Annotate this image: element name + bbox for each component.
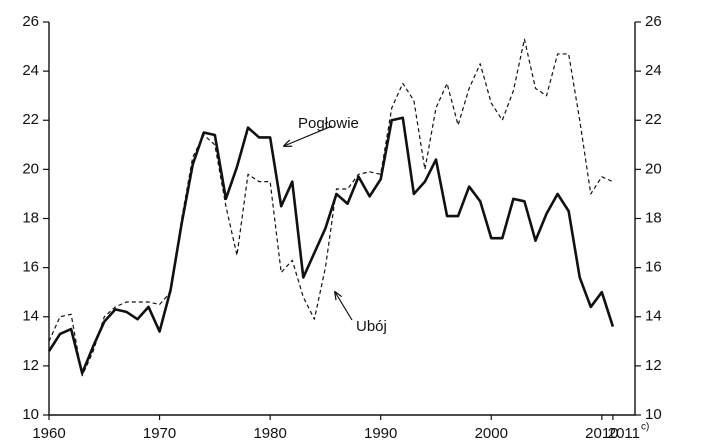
axis-frame — [48, 22, 636, 416]
x-tick-label: 1970 — [143, 425, 176, 442]
y-tick-label: 20 — [22, 160, 39, 177]
y2-tick-label: 24 — [645, 62, 662, 79]
y2-tick-label: 12 — [645, 357, 662, 374]
x-tick-label: 2010 — [585, 425, 618, 442]
y2-tick-label: 18 — [645, 209, 662, 226]
x-tick-label: 2000 — [475, 425, 508, 442]
series-line — [48, 38, 614, 377]
y-tick-label: 18 — [22, 209, 39, 226]
y-tick-label: 24 — [22, 62, 39, 79]
x-tick-label: 1960 — [32, 425, 65, 442]
x-tick-label: 1980 — [253, 425, 286, 442]
y2-tick-label: 10 — [645, 406, 662, 423]
y-tick-label: 14 — [22, 308, 39, 325]
y-tick-label: 26 — [22, 13, 39, 30]
annotation-arrow — [284, 125, 333, 146]
y2-tick-label: 26 — [645, 13, 662, 30]
annotation-label: Pogłowie — [298, 115, 359, 132]
series-line — [47, 116, 615, 375]
y-tick-label: 16 — [22, 259, 39, 276]
annotation-arrow — [335, 292, 353, 321]
y-tick-label: 12 — [22, 357, 39, 374]
x-tick-label: 2011 — [608, 425, 640, 442]
y-tick-label: 22 — [22, 111, 39, 128]
y2-tick-label: 16 — [645, 259, 662, 276]
y2-tick-label: 20 — [645, 160, 662, 177]
annotation-label: Ubój — [356, 318, 387, 335]
x-tick-footnote: c) — [641, 422, 649, 433]
y-tick-label: 10 — [22, 406, 39, 423]
x-tick-label: 1990 — [364, 425, 397, 442]
y2-tick-label: 14 — [645, 308, 662, 325]
y2-tick-label: 22 — [645, 111, 662, 128]
